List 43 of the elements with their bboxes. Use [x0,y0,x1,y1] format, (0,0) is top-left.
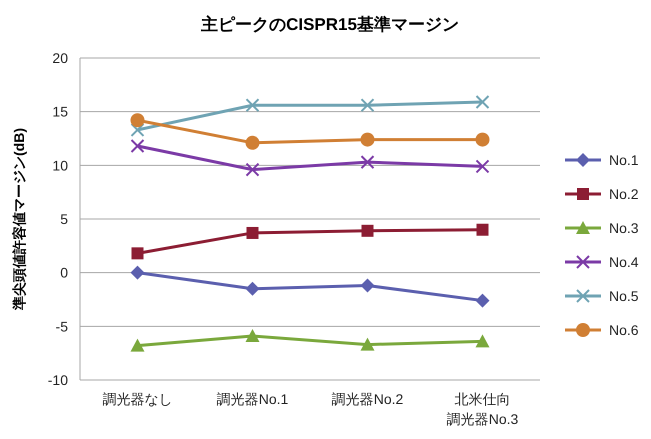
y-tick-label: 10 [52,157,68,174]
point [476,294,490,308]
point [360,155,374,170]
point [130,338,144,352]
point [360,278,374,293]
point [130,266,144,280]
point [476,159,490,174]
legend-label: No.2 [609,186,639,202]
y-tick-label: 0 [60,264,68,281]
point [476,95,490,110]
point [246,98,260,112]
point [132,247,144,260]
point [246,328,260,342]
point [130,122,144,137]
point [130,113,144,128]
point [476,224,488,236]
legend-label: No.3 [609,220,639,236]
y-tick-label: 20 [52,50,68,66]
y-axis-title: 準尖頭値許容値マージン(dB) [11,128,27,311]
y-tick-label: -5 [56,318,68,334]
point [130,139,144,154]
point [246,226,258,239]
point [246,282,260,296]
point [246,136,260,150]
x-tick-label: 調光器No.1 [216,391,288,407]
chart-title: 主ピークのCISPR15基準マージン [200,15,459,34]
legend-label: No.5 [609,288,639,304]
point [246,162,260,177]
legend-label: No.1 [609,152,639,168]
legend-label: No.4 [609,254,639,270]
point [360,132,374,147]
y-tick-label: 15 [52,104,68,120]
y-tick-label: 5 [60,211,68,227]
point [476,132,490,147]
x-tick-label: 北米仕向調光器No.3 [446,391,518,427]
legend-label: No.6 [609,322,639,338]
point [360,98,374,112]
x-tick-label: 調光器No.2 [332,391,404,407]
point [360,338,374,351]
point [476,334,490,348]
x-tick-label: 調光器なし [102,391,172,407]
y-tick-label: -10 [48,372,68,388]
point [362,224,374,237]
